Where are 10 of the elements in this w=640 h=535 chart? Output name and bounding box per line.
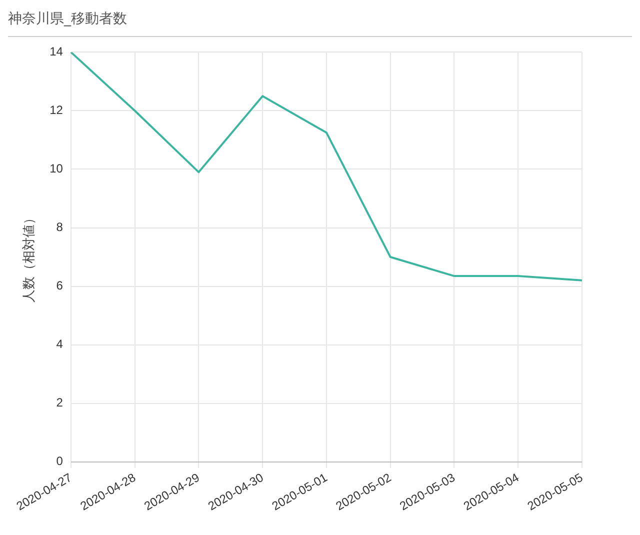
y-tick-label: 6 bbox=[56, 278, 64, 293]
y-tick-label: 12 bbox=[50, 103, 64, 118]
y-tick-label: 14 bbox=[50, 44, 64, 59]
y-axis-title: 人数（相対値） bbox=[21, 212, 38, 303]
y-tick-label: 10 bbox=[50, 162, 64, 176]
y-tick-label: 0 bbox=[56, 454, 64, 468]
chart-title: 神奈川県_移動者数 bbox=[8, 8, 632, 37]
y-tick-label: 4 bbox=[56, 337, 64, 352]
y-tick-label: 2 bbox=[56, 396, 64, 410]
y-tick-label: 8 bbox=[56, 220, 64, 234]
